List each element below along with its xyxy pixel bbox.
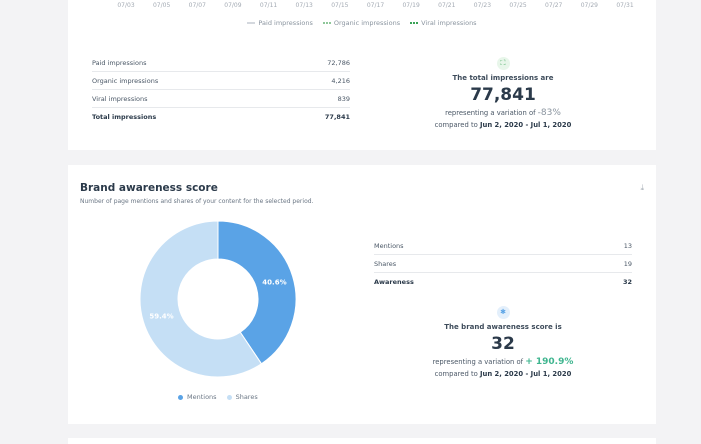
x-tick-label: 07/25 — [509, 2, 527, 9]
x-tick-label: 07/29 — [580, 2, 598, 9]
legend-paid[interactable]: Paid impressions — [247, 19, 313, 27]
impressions-summary: ⛶ The total impressions are 77,841 repre… — [398, 50, 608, 129]
row-value: 4,216 — [331, 76, 350, 85]
table-row: Viral impressions 839 — [92, 90, 350, 108]
row-label: Mentions — [374, 241, 404, 250]
donut-slice-shares[interactable] — [140, 221, 263, 378]
shares-dot — [226, 394, 232, 400]
total-value: 77,841 — [324, 113, 350, 121]
x-tick-label: 07/21 — [438, 2, 456, 9]
x-tick-label: 07/15 — [331, 2, 349, 9]
legend-shares-label: Shares — [235, 393, 258, 401]
variation-value: + 190.9% — [525, 356, 574, 367]
table-row: Shares 19 — [374, 255, 632, 273]
brand-summary: ✱ The brand awareness score is 32 repres… — [398, 299, 608, 378]
summary-compared: compared to Jun 2, 2020 - Jul 1, 2020 — [398, 370, 608, 378]
row-label: Organic impressions — [92, 76, 159, 85]
download-icon[interactable]: ⤓ — [640, 183, 644, 192]
x-tick-label: 07/31 — [616, 2, 634, 9]
compared-prefix: compared to — [434, 369, 478, 378]
section-title: Brand awareness score — [80, 182, 218, 194]
summary-variation: representing a variation of -83% — [398, 108, 608, 118]
summary-value: 32 — [491, 333, 515, 354]
row-value: 72,786 — [327, 58, 350, 67]
table-row-total: Awareness 32 — [374, 273, 632, 291]
x-tick-label: 07/19 — [402, 2, 420, 9]
total-value: 32 — [622, 278, 632, 286]
variation-prefix: representing a variation of — [432, 357, 524, 366]
table-row: Paid impressions 72,786 — [92, 54, 350, 72]
brand-table: Mentions 13 Shares 19 Awareness 32 — [374, 237, 632, 291]
x-tick-label: 07/13 — [295, 2, 313, 9]
x-tick-label: 07/23 — [473, 2, 492, 9]
summary-variation: representing a variation of + 190.9% — [398, 357, 608, 367]
x-tick-label: 07/17 — [366, 2, 385, 9]
legend-paid-label: Paid impressions — [258, 19, 313, 27]
x-tick-label: 07/27 — [545, 2, 563, 9]
compared-prefix: compared to — [434, 121, 478, 129]
x-tick-label: 07/07 — [188, 2, 206, 9]
x-tick-label: 07/11 — [259, 2, 278, 9]
brand-donut-chart: 40.6% 59.4% — [140, 221, 297, 378]
legend-shares[interactable]: Shares — [226, 393, 258, 401]
legend-organic-label: Organic impressions — [333, 19, 401, 27]
donut-slice-label: 40.6% — [262, 278, 286, 286]
row-label: Shares — [374, 259, 397, 268]
section-subtitle: Number of page mentions and shares of yo… — [80, 198, 314, 205]
expand-icon: ⛶ — [496, 57, 510, 70]
megaphone-icon: ✱ — [496, 305, 510, 319]
mentions-dot — [178, 394, 183, 400]
table-row: Organic impressions 4,216 — [92, 72, 350, 90]
row-value: 19 — [623, 259, 632, 268]
brand-awareness-card: Brand awareness score Number of page men… — [68, 165, 656, 424]
summary-compared: compared to Jun 2, 2020 - Jul 1, 2020 — [398, 121, 608, 129]
row-label: Viral impressions — [92, 94, 148, 103]
next-card — [68, 438, 656, 444]
impressions-table: Paid impressions 72,786 Organic impressio… — [92, 54, 350, 126]
row-label: Paid impressions — [92, 58, 147, 67]
legend-organic[interactable]: Organic impressions — [322, 19, 401, 27]
legend-viral-label: Viral impressions — [421, 19, 477, 27]
summary-label: The total impressions are — [452, 74, 554, 82]
compared-range: Jun 2, 2020 - Jul 1, 2020 — [479, 121, 572, 129]
compared-range: Jun 2, 2020 - Jul 1, 2020 — [479, 369, 572, 378]
x-tick-label: 07/05 — [152, 2, 171, 9]
row-value: 13 — [623, 241, 632, 250]
donut-slice-label: 59.4% — [149, 313, 173, 321]
variation-value: -83% — [537, 108, 561, 118]
donut-slice-mentions[interactable] — [217, 221, 297, 365]
donut-legend: Mentions Shares — [178, 393, 258, 401]
total-label: Awareness — [374, 278, 414, 286]
legend-viral[interactable]: Viral impressions — [410, 19, 477, 27]
paid-swatch — [247, 22, 256, 24]
summary-label: The brand awareness score is — [444, 322, 562, 331]
total-label: Total impressions — [92, 113, 157, 121]
variation-prefix: representing a variation of — [445, 109, 536, 117]
x-axis: 07/03 07/05 07/07 07/09 07/11 07/13 07/15 07/17… — [68, 2, 656, 12]
impressions-card: 07/03 07/05 07/07 07/09 07/11 07/13 07/15 07/17… — [68, 0, 656, 150]
x-tick-label: 07/03 — [117, 2, 135, 9]
organic-swatch — [322, 22, 331, 24]
summary-value: 77,841 — [470, 85, 536, 105]
legend-mentions-label: Mentions — [187, 393, 217, 401]
impressions-legend: Paid impressions Organic impressions Vir… — [68, 19, 656, 27]
viral-swatch — [410, 22, 419, 24]
row-value: 839 — [337, 94, 350, 103]
x-tick-label: 07/09 — [224, 2, 242, 9]
table-row-total: Total impressions 77,841 — [92, 108, 350, 126]
legend-mentions[interactable]: Mentions — [178, 393, 217, 401]
table-row: Mentions 13 — [374, 237, 632, 255]
